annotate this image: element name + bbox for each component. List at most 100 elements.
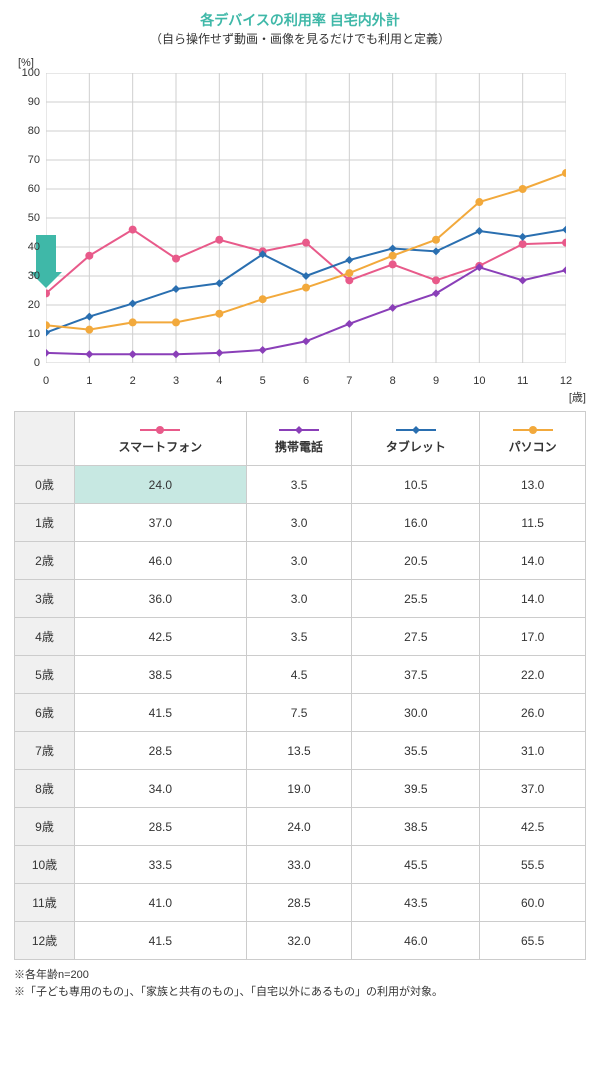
x-tick-label: 0 (36, 375, 56, 387)
x-tick-label: 9 (426, 375, 446, 387)
table-col-label: スマートフォン (119, 440, 203, 454)
table-cell: 43.5 (352, 884, 480, 922)
table-col-header: スマートフォン (75, 412, 247, 466)
table-cell: 13.0 (480, 466, 586, 504)
table-row-label: 7歳 (15, 732, 75, 770)
table-col-label: 携帯電話 (275, 440, 323, 454)
table-cell: 34.0 (75, 770, 247, 808)
table-cell: 3.0 (246, 504, 352, 542)
table-row-label: 10歳 (15, 846, 75, 884)
legend-swatch-icon (138, 422, 182, 438)
table-cell: 36.0 (75, 580, 247, 618)
table-cell: 55.5 (480, 846, 586, 884)
x-axis-unit: [歳] (569, 389, 586, 405)
table-cell: 28.5 (75, 732, 247, 770)
table-cell: 31.0 (480, 732, 586, 770)
table-row-label: 6歳 (15, 694, 75, 732)
y-tick-label: 50 (14, 212, 40, 224)
table-cell: 30.0 (352, 694, 480, 732)
table-cell: 24.0 (246, 808, 352, 846)
y-tick-label: 20 (14, 299, 40, 311)
table-row-label: 5歳 (15, 656, 75, 694)
table-cell: 11.5 (480, 504, 586, 542)
legend-swatch-icon (394, 422, 438, 438)
y-tick-label: 90 (14, 96, 40, 108)
table-cell: 22.0 (480, 656, 586, 694)
table-col-label: パソコン (509, 440, 557, 454)
table-cell: 19.0 (246, 770, 352, 808)
table-cell: 41.5 (75, 922, 247, 960)
table-cell: 26.0 (480, 694, 586, 732)
legend-swatch-icon (511, 422, 555, 438)
table-row: 8歳34.019.039.537.0 (15, 770, 586, 808)
table-cell: 3.5 (246, 618, 352, 656)
table-cell: 33.0 (246, 846, 352, 884)
x-tick-label: 2 (123, 375, 143, 387)
table-row-label: 3歳 (15, 580, 75, 618)
x-tick-label: 1 (79, 375, 99, 387)
x-tick-label: 7 (339, 375, 359, 387)
table-row: 0歳24.03.510.513.0 (15, 466, 586, 504)
table-cell: 16.0 (352, 504, 480, 542)
y-tick-label: 10 (14, 328, 40, 340)
y-tick-label: 80 (14, 125, 40, 137)
chart-lines (46, 73, 566, 363)
table-row-label: 11歳 (15, 884, 75, 922)
table-row-label: 1歳 (15, 504, 75, 542)
table-cell: 27.5 (352, 618, 480, 656)
table-cell: 37.0 (480, 770, 586, 808)
table-cell: 32.0 (246, 922, 352, 960)
table-cell: 28.5 (246, 884, 352, 922)
table-row: 9歳28.524.038.542.5 (15, 808, 586, 846)
table-row: 3歳36.03.025.514.0 (15, 580, 586, 618)
table-cell: 13.5 (246, 732, 352, 770)
x-tick-label: 4 (209, 375, 229, 387)
x-tick-label: 12 (556, 375, 576, 387)
table-row: 4歳42.53.527.517.0 (15, 618, 586, 656)
footnote-line: ※「子ども専用のもの」、「家族と共有のもの」、「自宅以外にあるもの」の利用が対象… (14, 983, 586, 999)
table-cell: 7.5 (246, 694, 352, 732)
y-tick-label: 40 (14, 241, 40, 253)
table-cell: 39.5 (352, 770, 480, 808)
table-cell: 37.0 (75, 504, 247, 542)
table-cell: 41.0 (75, 884, 247, 922)
table-cell: 28.5 (75, 808, 247, 846)
table-cell: 38.5 (352, 808, 480, 846)
legend-swatch-icon (277, 422, 321, 438)
table-cell: 60.0 (480, 884, 586, 922)
table-cell: 37.5 (352, 656, 480, 694)
x-tick-label: 6 (296, 375, 316, 387)
x-tick-label: 11 (513, 375, 533, 387)
table-cell: 45.5 (352, 846, 480, 884)
y-tick-label: 0 (14, 357, 40, 369)
table-cell: 3.0 (246, 542, 352, 580)
y-tick-label: 60 (14, 183, 40, 195)
table-cell: 38.5 (75, 656, 247, 694)
y-tick-label: 70 (14, 154, 40, 166)
table-row: 1歳37.03.016.011.5 (15, 504, 586, 542)
table-row-label: 2歳 (15, 542, 75, 580)
table-cell: 14.0 (480, 542, 586, 580)
table-col-header: パソコン (480, 412, 586, 466)
table-cell: 46.0 (75, 542, 247, 580)
table-row: 2歳46.03.020.514.0 (15, 542, 586, 580)
table-row-label: 4歳 (15, 618, 75, 656)
title-main: 各デバイスの利用率 自宅内外計 (14, 10, 586, 30)
table-row: 11歳41.028.543.560.0 (15, 884, 586, 922)
table-row: 5歳38.54.537.522.0 (15, 656, 586, 694)
footnotes: ※各年齢n=200※「子ども専用のもの」、「家族と共有のもの」、「自宅以外にある… (14, 966, 586, 999)
footnote-line: ※各年齢n=200 (14, 966, 586, 982)
table-col-label: タブレット (386, 440, 446, 454)
table-corner (15, 412, 75, 466)
table-cell: 20.5 (352, 542, 480, 580)
y-tick-label: 100 (14, 67, 40, 79)
table-cell: 3.5 (246, 466, 352, 504)
x-tick-label: 5 (253, 375, 273, 387)
x-tick-label: 10 (469, 375, 489, 387)
y-tick-label: 30 (14, 270, 40, 282)
table-cell: 35.5 (352, 732, 480, 770)
table-cell: 46.0 (352, 922, 480, 960)
table-cell: 65.5 (480, 922, 586, 960)
table-cell: 3.0 (246, 580, 352, 618)
table-row: 7歳28.513.535.531.0 (15, 732, 586, 770)
